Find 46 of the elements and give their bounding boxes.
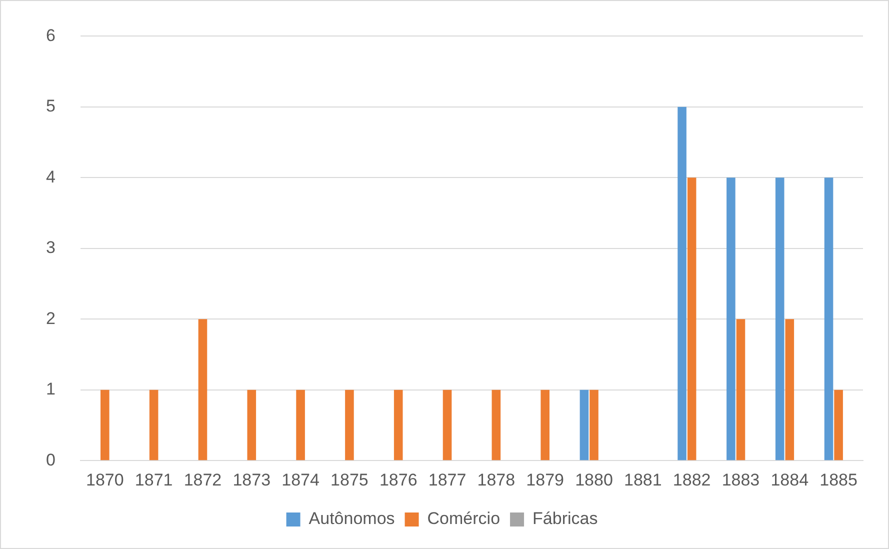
x-tick-label: 1877 (428, 470, 466, 490)
bar (296, 390, 305, 460)
y-tick-label: 3 (46, 238, 56, 258)
x-tick-label: 1870 (86, 470, 124, 490)
bar (678, 106, 686, 460)
bar (775, 178, 784, 460)
bar (345, 390, 354, 460)
x-tick-label: 1879 (526, 470, 564, 490)
legend-label: Fábricas (532, 509, 598, 528)
x-tick-label: 1878 (477, 470, 516, 490)
x-tick-label: 1872 (184, 470, 222, 490)
bar (394, 390, 403, 460)
x-tick-label: 1883 (722, 470, 760, 490)
x-tick-label: 1881 (624, 470, 662, 490)
bar (590, 390, 598, 460)
bar (247, 390, 256, 460)
y-tick-label: 4 (46, 167, 56, 186)
x-tick-label: 1880 (575, 470, 613, 490)
x-tick-label: 1882 (672, 470, 711, 490)
x-tick-label: 1884 (770, 470, 809, 490)
bar (687, 178, 696, 460)
bar (580, 390, 589, 460)
bar (540, 390, 550, 460)
y-tick-label: 1 (46, 380, 56, 399)
bar (492, 390, 501, 460)
bar (726, 178, 736, 460)
y-tick-label: 5 (46, 96, 56, 116)
x-tick-label: 1885 (820, 470, 858, 490)
bar (834, 390, 843, 460)
legend-label: Comércio (427, 509, 500, 528)
bar (149, 390, 158, 460)
y-tick-label: 2 (46, 308, 56, 328)
y-tick-label: 0 (46, 450, 56, 470)
x-tick-label: 1871 (134, 470, 173, 490)
bar (824, 178, 834, 460)
bar (736, 319, 746, 460)
x-tick-label: 1876 (379, 470, 418, 490)
y-tick-label: 6 (46, 26, 56, 45)
bar (785, 319, 794, 460)
bar (100, 390, 110, 460)
legend-label: Autônomos (308, 509, 395, 528)
bar (198, 319, 208, 460)
x-tick-label: 1875 (330, 470, 368, 490)
x-tick-label: 1874 (282, 470, 320, 490)
x-tick-label: 1873 (232, 470, 271, 490)
bar (442, 390, 452, 460)
